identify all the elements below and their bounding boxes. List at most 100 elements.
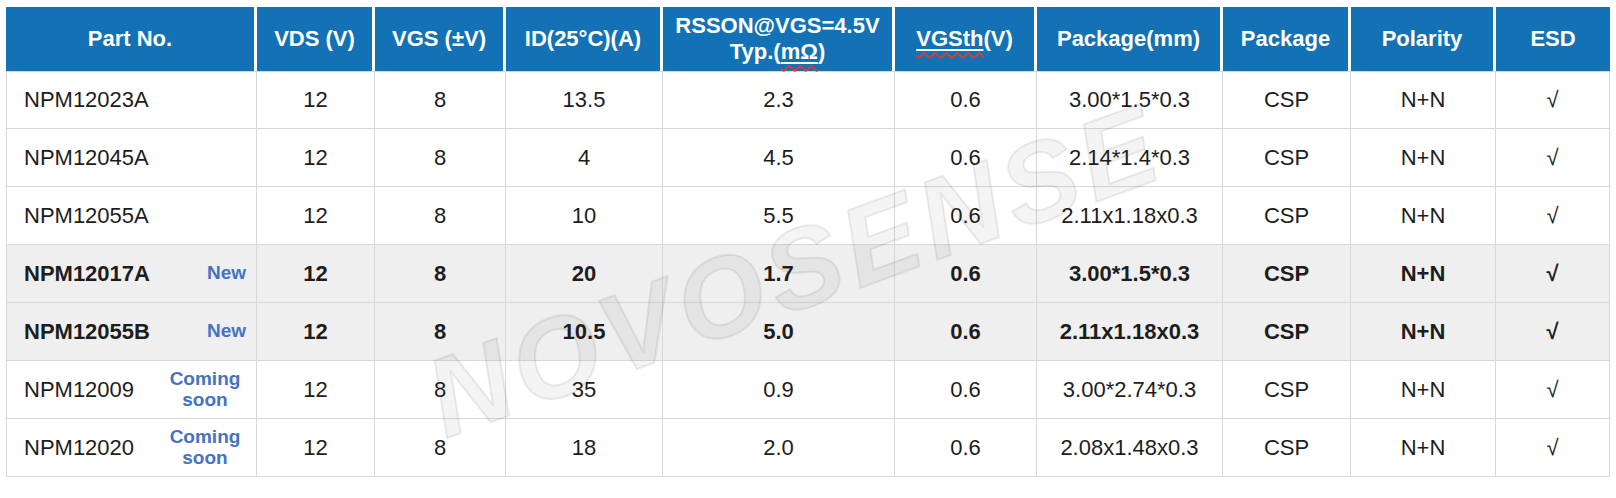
cell-part-no: NPM12045A: [6, 129, 257, 187]
cell-rsson: 4.5: [663, 129, 895, 187]
cell-vgs: 8: [375, 129, 506, 187]
col-header-vgs: VGS (±V): [375, 7, 506, 71]
col-header-part-no: Part No.: [6, 7, 257, 71]
cell-rsson: 0.9: [663, 361, 895, 419]
rsson-header-line2: Typ.(mΩ): [730, 39, 825, 64]
part-cell-content: NPM12009 Coming soon: [24, 369, 246, 410]
cell-vgs: 8: [375, 361, 506, 419]
part-cell-content: NPM12023A: [24, 87, 246, 113]
part-number: NPM12045A: [24, 145, 149, 171]
table-row: NPM12045A 12 8 4 4.5 0.6 2.14*1.4*0.3 CS…: [6, 129, 1610, 187]
table-header: Part No. VDS (V) VGS (±V) ID(25°C)(A) RS…: [6, 7, 1610, 71]
cell-id: 13.5: [506, 71, 663, 129]
rsson-typ-suffix: ): [818, 39, 825, 64]
cell-package: CSP: [1223, 419, 1351, 477]
part-number: NPM12017A: [24, 261, 150, 287]
cell-rsson: 1.7: [663, 245, 895, 303]
part-number: NPM12055A: [24, 203, 149, 229]
cell-part-no: NPM12009 Coming soon: [6, 361, 257, 419]
col-header-package-mm: Package(mm): [1037, 7, 1223, 71]
cell-id: 4: [506, 129, 663, 187]
cell-package: CSP: [1223, 361, 1351, 419]
table-body: NPM12023A 12 8 13.5 2.3 0.6 3.00*1.5*0.3…: [6, 71, 1610, 477]
status-badge-new: New: [207, 321, 246, 342]
cell-package: CSP: [1223, 187, 1351, 245]
status-badge-new: New: [207, 263, 246, 284]
cell-id: 20: [506, 245, 663, 303]
cell-vds: 12: [257, 187, 375, 245]
part-cell-content: NPM12020 Coming soon: [24, 427, 246, 468]
rsson-unit-text: mΩ: [781, 39, 818, 64]
cell-vgs: 8: [375, 303, 506, 361]
cell-vgsth: 0.6: [895, 361, 1037, 419]
cell-vgsth: 0.6: [895, 303, 1037, 361]
cell-rsson: 2.3: [663, 71, 895, 129]
table-row: NPM12020 Coming soon 12 8 18 2.0 0.6 2.0…: [6, 419, 1610, 477]
cell-rsson: 5.0: [663, 303, 895, 361]
col-header-package: Package: [1223, 7, 1351, 71]
cell-package: CSP: [1223, 129, 1351, 187]
page: NOVOSENSE Part No. VDS (V) VGS (±V) ID(2…: [0, 0, 1616, 498]
col-header-rsson: RSSON@VGS=4.5V Typ.(mΩ): [663, 7, 895, 71]
cell-esd-checkmark: √: [1496, 71, 1610, 129]
header-row: Part No. VDS (V) VGS (±V) ID(25°C)(A) RS…: [6, 7, 1610, 71]
mosfet-spec-table: Part No. VDS (V) VGS (±V) ID(25°C)(A) RS…: [6, 7, 1610, 477]
table-row: NPM12023A 12 8 13.5 2.3 0.6 3.00*1.5*0.3…: [6, 71, 1610, 129]
status-badge-coming-soon: Coming soon: [164, 427, 246, 468]
cell-polarity: N+N: [1351, 71, 1496, 129]
cell-package-mm: 2.08x1.48x0.3: [1037, 419, 1223, 477]
status-badge-coming-soon: Coming soon: [164, 369, 246, 410]
cell-esd-checkmark: √: [1496, 419, 1610, 477]
cell-package-mm: 2.14*1.4*0.3: [1037, 129, 1223, 187]
rsson-unit-underlined: mΩ: [781, 39, 818, 64]
col-header-esd: ESD: [1496, 7, 1610, 71]
cell-esd-checkmark: √: [1496, 245, 1610, 303]
part-number: NPM12020: [24, 435, 134, 461]
cell-part-no: NPM12017A New: [6, 245, 257, 303]
cell-package-mm: 3.00*2.74*0.3: [1037, 361, 1223, 419]
part-cell-content: NPM12055A: [24, 203, 246, 229]
cell-esd-checkmark: √: [1496, 187, 1610, 245]
cell-id: 18: [506, 419, 663, 477]
cell-package: CSP: [1223, 245, 1351, 303]
cell-part-no: NPM12023A: [6, 71, 257, 129]
cell-part-no: NPM12020 Coming soon: [6, 419, 257, 477]
col-header-polarity: Polarity: [1351, 7, 1496, 71]
cell-vds: 12: [257, 245, 375, 303]
vgsth-suffix: (V): [983, 26, 1012, 51]
cell-rsson: 2.0: [663, 419, 895, 477]
col-header-vds: VDS (V): [257, 7, 375, 71]
cell-esd-checkmark: √: [1496, 361, 1610, 419]
cell-polarity: N+N: [1351, 187, 1496, 245]
cell-polarity: N+N: [1351, 419, 1496, 477]
table-row: NPM12055A 12 8 10 5.5 0.6 2.11x1.18x0.3 …: [6, 187, 1610, 245]
part-number: NPM12055B: [24, 319, 150, 345]
cell-vgsth: 0.6: [895, 187, 1037, 245]
cell-esd-checkmark: √: [1496, 303, 1610, 361]
col-header-vgsth: VGSth(V): [895, 7, 1037, 71]
cell-package-mm: 2.11x1.18x0.3: [1037, 303, 1223, 361]
cell-vgs: 8: [375, 245, 506, 303]
cell-vds: 12: [257, 361, 375, 419]
part-number: NPM12023A: [24, 87, 149, 113]
rsson-typ-prefix: Typ.(: [730, 39, 781, 64]
cell-vds: 12: [257, 71, 375, 129]
part-number: NPM12009: [24, 377, 134, 403]
cell-polarity: N+N: [1351, 361, 1496, 419]
cell-part-no: NPM12055A: [6, 187, 257, 245]
cell-package-mm: 2.11x1.18x0.3: [1037, 187, 1223, 245]
cell-polarity: N+N: [1351, 303, 1496, 361]
table-row: NPM12017A New 12 8 20 1.7 0.6 3.00*1.5*0…: [6, 245, 1610, 303]
cell-package-mm: 3.00*1.5*0.3: [1037, 71, 1223, 129]
cell-package: CSP: [1223, 71, 1351, 129]
cell-vgsth: 0.6: [895, 245, 1037, 303]
cell-package-mm: 3.00*1.5*0.3: [1037, 245, 1223, 303]
cell-vgs: 8: [375, 187, 506, 245]
cell-id: 10: [506, 187, 663, 245]
rsson-header-line1: RSSON@VGS=4.5V: [675, 13, 879, 38]
part-cell-content: NPM12055B New: [24, 319, 246, 345]
cell-polarity: N+N: [1351, 129, 1496, 187]
cell-vgs: 8: [375, 71, 506, 129]
cell-vgsth: 0.6: [895, 129, 1037, 187]
cell-part-no: NPM12055B New: [6, 303, 257, 361]
